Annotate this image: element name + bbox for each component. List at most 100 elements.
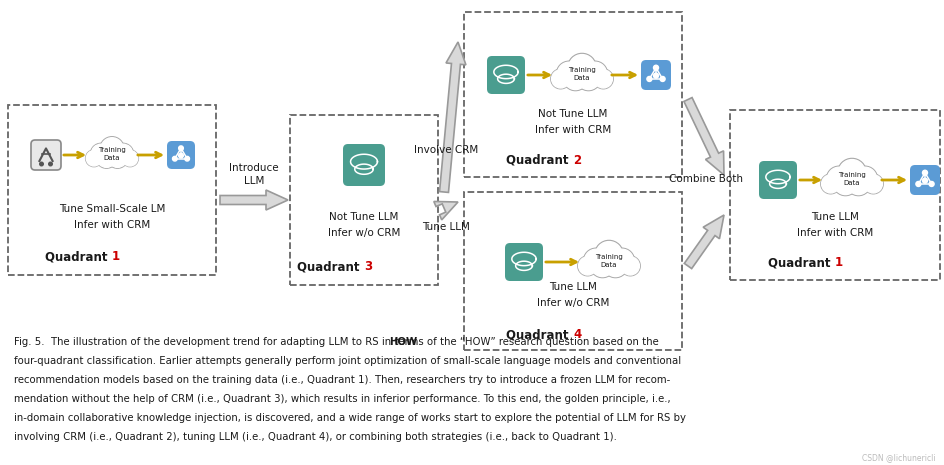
Text: in-domain collaborative knowledge injection, is discovered, and a wide range of : in-domain collaborative knowledge inject… bbox=[14, 413, 686, 423]
FancyBboxPatch shape bbox=[167, 141, 195, 169]
Circle shape bbox=[828, 167, 851, 190]
Text: Tune Small-Scale LM
Infer with CRM: Tune Small-Scale LM Infer with CRM bbox=[59, 204, 165, 230]
Circle shape bbox=[583, 248, 609, 273]
Circle shape bbox=[839, 159, 865, 186]
Circle shape bbox=[97, 148, 116, 167]
Circle shape bbox=[653, 65, 659, 70]
Circle shape bbox=[647, 76, 652, 81]
Circle shape bbox=[594, 70, 613, 88]
Circle shape bbox=[113, 144, 133, 164]
Circle shape bbox=[185, 156, 190, 161]
Circle shape bbox=[577, 66, 600, 90]
Circle shape bbox=[610, 248, 634, 273]
Circle shape bbox=[852, 166, 878, 191]
Text: Tune LLM: Tune LLM bbox=[422, 222, 470, 232]
Circle shape bbox=[922, 170, 928, 175]
FancyArrow shape bbox=[220, 190, 288, 210]
FancyBboxPatch shape bbox=[910, 165, 940, 195]
FancyBboxPatch shape bbox=[487, 56, 525, 94]
Text: Introduce
LLM: Introduce LLM bbox=[229, 163, 278, 186]
Circle shape bbox=[86, 150, 102, 166]
Circle shape bbox=[576, 66, 601, 91]
Circle shape bbox=[122, 150, 139, 166]
Circle shape bbox=[596, 241, 622, 268]
Text: Involve CRM: Involve CRM bbox=[413, 145, 478, 155]
Circle shape bbox=[112, 143, 133, 165]
Text: Combine Both: Combine Both bbox=[669, 174, 743, 184]
Circle shape bbox=[101, 138, 123, 160]
FancyBboxPatch shape bbox=[505, 243, 543, 281]
Text: mendation without the help of CRM (i.e., Quadrant 3), which results in inferior : mendation without the help of CRM (i.e.,… bbox=[14, 394, 670, 404]
Circle shape bbox=[582, 61, 608, 86]
Circle shape bbox=[595, 240, 623, 269]
Text: four-quadrant classification. Earlier attempts generally perform joint optimizat: four-quadrant classification. Earlier at… bbox=[14, 356, 682, 366]
Text: 2: 2 bbox=[573, 153, 582, 166]
Circle shape bbox=[660, 76, 666, 81]
Text: 4: 4 bbox=[573, 328, 582, 341]
Text: recommendation models based on the training data (i.e., Quadrant 1). Then, resea: recommendation models based on the train… bbox=[14, 375, 670, 385]
Circle shape bbox=[853, 167, 876, 190]
Circle shape bbox=[929, 181, 935, 186]
Circle shape bbox=[653, 73, 659, 78]
Text: Not Tune LLM
Infer w/o CRM: Not Tune LLM Infer w/o CRM bbox=[328, 212, 400, 238]
Circle shape bbox=[92, 144, 110, 164]
Text: 1: 1 bbox=[835, 257, 843, 270]
Circle shape bbox=[583, 62, 606, 85]
Text: Training
Data: Training Data bbox=[595, 254, 623, 268]
Text: 3: 3 bbox=[364, 260, 372, 273]
Circle shape bbox=[108, 148, 127, 167]
Circle shape bbox=[590, 252, 615, 278]
Circle shape bbox=[603, 252, 628, 278]
Circle shape bbox=[96, 147, 117, 168]
Circle shape bbox=[604, 253, 627, 277]
Circle shape bbox=[107, 147, 128, 168]
Circle shape bbox=[837, 159, 867, 187]
Circle shape bbox=[100, 137, 124, 161]
Circle shape bbox=[86, 151, 102, 166]
Circle shape bbox=[916, 181, 921, 186]
Circle shape bbox=[827, 166, 851, 191]
Circle shape bbox=[584, 249, 608, 272]
Circle shape bbox=[833, 171, 858, 196]
FancyBboxPatch shape bbox=[343, 144, 385, 186]
Circle shape bbox=[579, 257, 597, 275]
Circle shape bbox=[557, 61, 582, 86]
FancyBboxPatch shape bbox=[31, 140, 61, 170]
FancyArrow shape bbox=[440, 42, 466, 193]
Text: CSDN @lichunericli: CSDN @lichunericli bbox=[863, 453, 936, 462]
Text: Quadrant: Quadrant bbox=[768, 257, 835, 270]
Circle shape bbox=[178, 153, 183, 158]
FancyArrow shape bbox=[434, 201, 458, 220]
Text: Tune LLM
Infer with CRM: Tune LLM Infer with CRM bbox=[797, 212, 873, 238]
Circle shape bbox=[591, 253, 614, 277]
Circle shape bbox=[558, 62, 581, 85]
FancyBboxPatch shape bbox=[759, 161, 797, 199]
Circle shape bbox=[821, 175, 840, 193]
Text: Training
Data: Training Data bbox=[568, 67, 596, 81]
Text: involving CRM (i.e., Quadrant 2), tuning LLM (i.e., Quadrant 4), or combining bo: involving CRM (i.e., Quadrant 2), tuning… bbox=[14, 432, 616, 442]
Circle shape bbox=[846, 171, 871, 196]
Circle shape bbox=[620, 256, 640, 276]
Circle shape bbox=[847, 172, 870, 194]
FancyArrow shape bbox=[684, 98, 724, 175]
Text: Quadrant: Quadrant bbox=[506, 153, 573, 166]
Circle shape bbox=[550, 69, 570, 89]
FancyArrow shape bbox=[684, 215, 724, 269]
FancyBboxPatch shape bbox=[641, 60, 671, 90]
Circle shape bbox=[864, 175, 883, 193]
Circle shape bbox=[578, 256, 598, 276]
Circle shape bbox=[564, 66, 587, 90]
Circle shape bbox=[563, 66, 588, 91]
Text: HOW: HOW bbox=[389, 337, 417, 347]
Text: Quadrant: Quadrant bbox=[297, 260, 364, 273]
Circle shape bbox=[551, 70, 570, 88]
Text: Training
Data: Training Data bbox=[838, 172, 866, 186]
Text: Fig. 5.  The illustration of the development trend for adapting LLM to RS in ter: Fig. 5. The illustration of the developm… bbox=[14, 337, 659, 347]
Text: Quadrant: Quadrant bbox=[506, 328, 573, 341]
Circle shape bbox=[621, 257, 639, 275]
Circle shape bbox=[594, 69, 614, 89]
Circle shape bbox=[173, 156, 177, 161]
Text: 1: 1 bbox=[112, 251, 120, 264]
Circle shape bbox=[49, 162, 52, 166]
Circle shape bbox=[40, 162, 43, 166]
